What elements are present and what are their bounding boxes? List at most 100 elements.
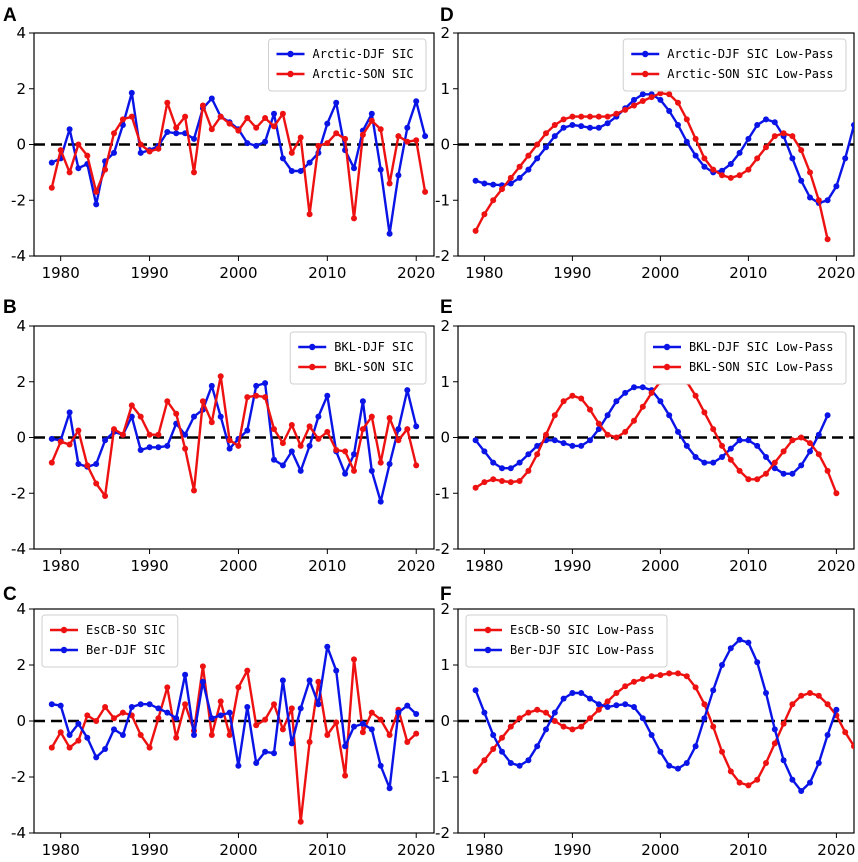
data-point: [622, 701, 629, 708]
data-point: [333, 667, 340, 674]
data-point: [639, 384, 646, 391]
data-point: [851, 743, 854, 750]
data-point: [578, 113, 585, 120]
data-point: [288, 422, 295, 428]
data-point: [807, 194, 813, 201]
data-point: [386, 732, 393, 738]
data-point: [137, 701, 144, 708]
data-point: [128, 704, 135, 710]
data-point: [569, 392, 576, 399]
data-point: [75, 737, 82, 744]
data-point: [807, 690, 813, 696]
data-point: [666, 670, 673, 677]
y-tick-label: -2: [11, 484, 26, 502]
data-point: [789, 437, 796, 444]
data-point: [306, 677, 313, 684]
data-point: [754, 476, 761, 483]
legend-box: [644, 331, 847, 385]
plot-area: [48, 643, 420, 825]
y-tick-label: 4: [16, 24, 26, 42]
data-point: [137, 149, 144, 156]
data-point: [244, 427, 251, 434]
data-point: [368, 709, 375, 716]
data-point: [780, 720, 787, 727]
data-point: [842, 155, 849, 162]
data-point: [516, 478, 523, 484]
data-point: [199, 398, 206, 405]
x-tick-label: 2010: [729, 841, 767, 859]
legend-label: Arctic-DJF SIC Low-Pass: [667, 47, 833, 61]
data-point: [719, 662, 725, 668]
data-point: [93, 461, 100, 467]
data-point: [604, 412, 611, 419]
data-point: [111, 726, 117, 733]
data-point: [525, 451, 532, 458]
data-point: [368, 467, 375, 474]
data-point: [155, 715, 162, 722]
data-point: [262, 138, 269, 145]
data-point: [395, 437, 402, 444]
data-point: [798, 177, 805, 184]
data-point: [244, 115, 251, 121]
data-point: [613, 702, 620, 709]
data-point: [271, 426, 277, 433]
y-tick-label: 0: [16, 712, 26, 730]
y-tick-label: 4: [16, 600, 26, 618]
data-point: [507, 760, 514, 766]
data-point: [631, 417, 637, 424]
data-point: [253, 142, 260, 149]
legend-marker: [642, 50, 649, 58]
data-point: [683, 760, 690, 766]
data-point: [833, 490, 840, 497]
x-tick-label: 2000: [219, 841, 257, 859]
data-point: [279, 677, 286, 684]
data-point: [413, 711, 420, 717]
data-point: [490, 746, 497, 752]
legend-label: BKL-SON SIC Low-Pass: [689, 360, 834, 374]
data-point: [604, 431, 611, 438]
legend: BKL-DJF SIC BKL-SON SIC: [289, 331, 427, 385]
x-tick-label: 2020: [397, 264, 435, 282]
data-point: [798, 462, 805, 469]
data-point: [648, 732, 655, 738]
data-point: [560, 723, 567, 730]
data-point: [798, 788, 805, 794]
data-point: [622, 683, 629, 690]
data-point: [560, 124, 567, 131]
data-point: [377, 166, 384, 173]
data-point: [217, 113, 224, 120]
x-tick-label: 2010: [729, 264, 767, 282]
data-point: [208, 715, 215, 722]
data-point: [377, 126, 384, 133]
legend-box: [622, 38, 847, 92]
data-point: [701, 155, 708, 162]
data-point: [297, 818, 304, 825]
data-point: [199, 663, 206, 670]
x-tick-label: 2020: [397, 557, 435, 575]
data-point: [128, 402, 135, 409]
data-point: [244, 140, 251, 147]
legend-marker: [287, 70, 294, 78]
data-point: [75, 720, 82, 727]
data-point: [164, 129, 171, 135]
data-point: [404, 702, 411, 709]
data-point: [657, 398, 664, 405]
data-point: [368, 110, 375, 117]
legend-marker: [309, 343, 316, 351]
plot-area: [472, 636, 854, 794]
data-point: [253, 722, 260, 729]
data-point: [253, 382, 260, 389]
series-line: [50, 375, 418, 498]
data-point: [578, 123, 585, 130]
data-point: [710, 687, 717, 694]
data-point: [84, 712, 91, 719]
data-point: [675, 670, 681, 677]
data-point: [217, 413, 224, 420]
data-point: [226, 732, 233, 738]
data-point: [507, 479, 514, 486]
data-point: [191, 413, 197, 420]
data-point: [525, 757, 532, 764]
data-point: [675, 765, 681, 772]
data-point: [413, 730, 420, 737]
data-point: [490, 732, 497, 738]
